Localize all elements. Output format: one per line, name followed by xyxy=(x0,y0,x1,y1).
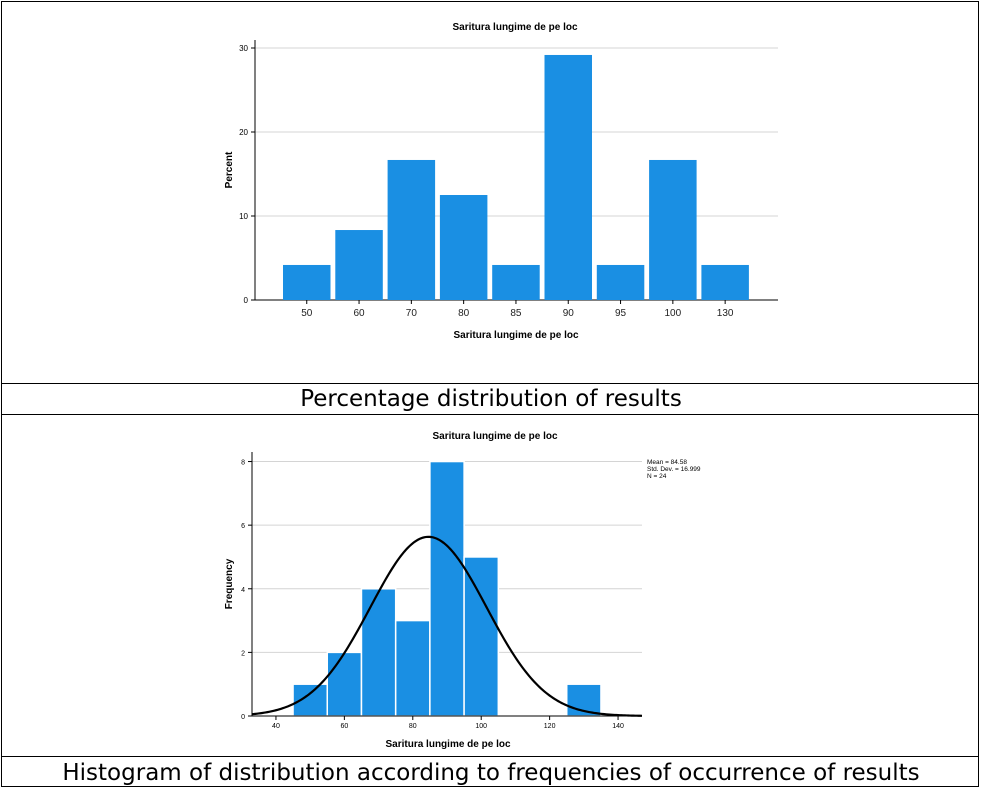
bar-chart-caption: Percentage distribution of results xyxy=(300,386,682,412)
hist-chart-ylabel: Frequency xyxy=(224,558,235,609)
stat-std-dev: Std. Dev. = 16.999 xyxy=(647,466,701,473)
row-divider-3 xyxy=(1,756,979,757)
hist-bin-95-105 xyxy=(463,556,500,717)
hist-xtick-label: 100 xyxy=(475,723,487,730)
bar-85 xyxy=(492,264,540,300)
bar-60 xyxy=(335,230,383,300)
percent-bar-chart: Saritura lungime de pe loc 0 10 20 30 50 60 7… xyxy=(224,22,778,341)
row-divider-1 xyxy=(1,383,979,384)
hist-bin-85-95 xyxy=(429,460,465,717)
hist-xtick-label: 80 xyxy=(409,723,417,730)
hist-xtick-label: 140 xyxy=(612,723,624,730)
hist-bin-75-85 xyxy=(394,619,431,717)
hist-ytick-label: 4 xyxy=(241,587,245,594)
bar-ytick-label: 0 xyxy=(244,296,249,305)
bar-80 xyxy=(439,195,488,300)
bar-ytick-label: 20 xyxy=(239,128,248,137)
bar-chart-ylabel: Percent xyxy=(224,151,235,188)
bar-ytick-label: 30 xyxy=(239,44,248,53)
hist-ytick-label: 2 xyxy=(241,650,245,657)
hist-bin-65-75 xyxy=(360,588,397,717)
bar-100 xyxy=(649,159,697,300)
bar-chart-title: Saritura lungime de pe loc xyxy=(452,22,577,33)
hist-xtick-label: 120 xyxy=(544,723,556,730)
hist-stats-legend: Mean = 84.58 Std. Dev. = 16.999 N = 24 xyxy=(647,459,701,480)
bar-ytick-label: 10 xyxy=(239,212,248,221)
bar-50 xyxy=(283,264,331,300)
bar-130 xyxy=(701,264,749,300)
bar-xtick-label: 95 xyxy=(615,308,627,319)
hist-chart-xlabel: Saritura lungime de pe loc xyxy=(385,739,510,750)
normal-curve xyxy=(251,535,643,717)
frequency-histogram: Saritura lungime de pe loc 0 2 4 6 8 40 60 80 1… xyxy=(224,431,701,750)
hist-ytick-label: 8 xyxy=(241,460,245,467)
bar-xtick-label: 50 xyxy=(301,308,313,319)
stat-mean: Mean = 84.58 xyxy=(647,459,687,466)
bar-90 xyxy=(544,54,592,300)
bar-xtick-label: 80 xyxy=(458,308,470,319)
stat-n: N = 24 xyxy=(647,473,667,480)
bar-xtick-label: 130 xyxy=(717,308,734,319)
bar-xtick-label: 70 xyxy=(406,308,418,319)
bar-xtick-label: 90 xyxy=(563,308,575,319)
bar-xtick-label: 60 xyxy=(353,308,365,319)
bar-xtick-label: 100 xyxy=(665,308,682,319)
bar-70 xyxy=(387,159,436,300)
bar-95 xyxy=(596,264,645,300)
hist-chart-title: Saritura lungime de pe loc xyxy=(432,431,557,442)
hist-xtick-label: 60 xyxy=(340,723,348,730)
hist-xtick-label: 40 xyxy=(272,723,280,730)
row-divider-2 xyxy=(1,414,979,415)
bar-chart-xlabel: Saritura lungime de pe loc xyxy=(453,330,578,341)
bar-xtick-label: 85 xyxy=(510,308,522,319)
hist-ytick-label: 6 xyxy=(241,523,245,530)
histogram-caption: Histogram of distribution according to f… xyxy=(62,760,920,786)
hist-bin-55-65 xyxy=(326,651,363,717)
hist-ytick-label: 0 xyxy=(241,714,245,721)
hist-bin-45-55 xyxy=(292,683,329,717)
